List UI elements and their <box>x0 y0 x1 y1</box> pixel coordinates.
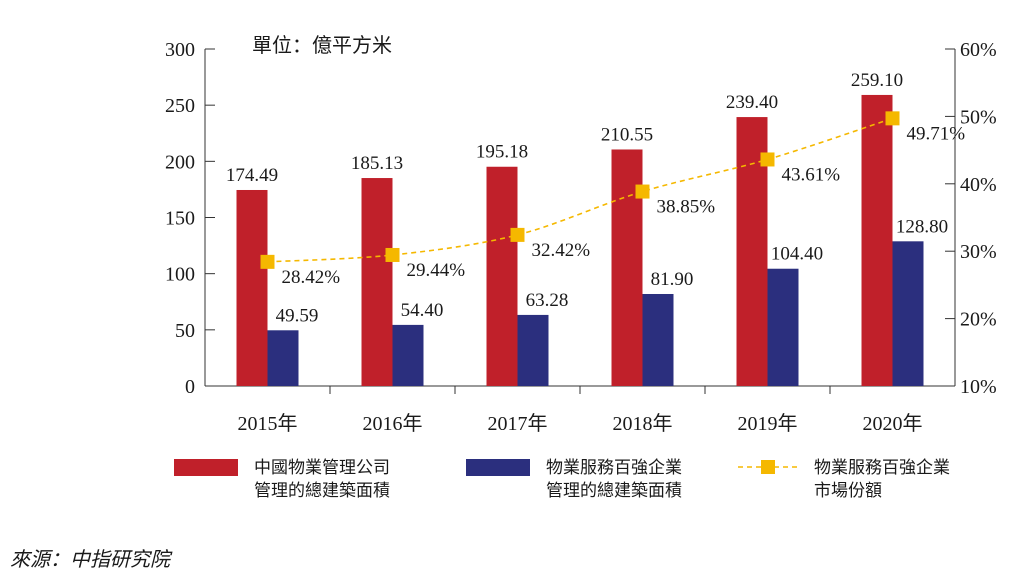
right-tick-label: 40% <box>960 174 997 196</box>
bar-top100-area <box>767 268 799 386</box>
bar-top100-area <box>892 241 924 386</box>
bar-total-area <box>486 166 518 386</box>
market-share-label: 32.42% <box>532 240 591 261</box>
market-share-point <box>385 247 400 262</box>
bar-data-label: 49.59 <box>276 305 319 326</box>
market-share-label: 29.44% <box>407 260 466 281</box>
legend-label: 市場份額 <box>814 481 882 501</box>
x-tick-label: 2019年 <box>738 412 798 435</box>
legend-label: 管理的總建築面積 <box>254 481 390 501</box>
left-tick-label: 200 <box>165 151 195 173</box>
bar-total-area <box>861 94 893 386</box>
market-share-label: 38.85% <box>657 197 716 218</box>
market-share-point <box>635 184 650 199</box>
bar-top100-area <box>517 314 549 386</box>
chart-legend: 中國物業管理公司管理的總建築面積物業服務百強企業管理的總建築面積物業服務百強企業… <box>174 458 950 501</box>
market-share-label: 28.42% <box>282 267 341 288</box>
bar-top100-area <box>642 293 674 386</box>
bar-data-label: 185.13 <box>351 153 403 174</box>
legend-label: 管理的總建築面積 <box>546 481 682 501</box>
bar-data-label: 104.40 <box>771 244 823 265</box>
legend-label: 中國物業管理公司 <box>254 458 390 478</box>
unit-label: 單位：億平方米 <box>252 33 392 57</box>
bar-data-label: 54.40 <box>401 300 444 321</box>
bar-data-label: 81.90 <box>651 269 694 290</box>
right-tick-label: 60% <box>960 39 997 61</box>
bar-data-label: 239.40 <box>726 92 778 113</box>
legend-label: 物業服務百強企業 <box>546 458 682 478</box>
source-note: 來源：中指研究院 <box>10 547 170 571</box>
bar-data-label: 128.80 <box>896 216 948 237</box>
legend-swatch <box>174 459 238 476</box>
chart-bars <box>236 94 924 386</box>
x-tick-label: 2015年 <box>238 412 298 435</box>
right-tick-label: 50% <box>960 106 997 128</box>
bar-data-label: 174.49 <box>226 165 278 186</box>
market-share-point <box>760 152 775 167</box>
right-tick-label: 10% <box>960 376 997 398</box>
right-tick-label: 30% <box>960 241 997 263</box>
bar-data-label: 63.28 <box>526 290 569 311</box>
legend-swatch <box>466 459 530 476</box>
market-share-point <box>510 227 525 242</box>
chart-data-labels: 174.49 49.59 185.13 54.40 195.18 63.28 210.55 8… <box>226 70 965 326</box>
market-share-curve <box>267 117 893 263</box>
x-tick-label: 2018年 <box>613 412 673 435</box>
x-tick-label: 2020年 <box>863 412 923 435</box>
legend-marker <box>761 460 775 474</box>
bar-data-label: 210.55 <box>601 124 653 145</box>
left-tick-label: 300 <box>165 39 195 61</box>
bar-top100-area <box>392 324 424 386</box>
bar-total-area <box>236 189 268 386</box>
market-share-point <box>885 111 900 126</box>
bar-data-label: 195.18 <box>476 142 528 163</box>
legend-label: 物業服務百強企業 <box>814 458 950 478</box>
left-tick-label: 150 <box>165 208 195 230</box>
market-share-label: 43.61% <box>782 164 841 185</box>
x-tick-label: 2017年 <box>488 412 548 435</box>
bar-top100-area <box>267 330 299 386</box>
market-share-point <box>260 254 275 269</box>
left-tick-label: 250 <box>165 95 195 117</box>
market-share-label: 49.71% <box>907 123 966 144</box>
bar-total-area <box>361 178 393 386</box>
left-tick-label: 100 <box>165 264 195 286</box>
right-tick-label: 20% <box>960 309 997 331</box>
x-tick-label: 2016年 <box>363 412 423 435</box>
chart-axes: 0 50 100 150 200 250 300 10% 20% 30% 40% 50% 60% 2015… <box>165 39 997 435</box>
left-tick-label: 0 <box>185 376 195 398</box>
left-tick-label: 50 <box>175 320 195 342</box>
market-share-line <box>260 111 900 269</box>
bar-data-label: 259.10 <box>851 70 903 91</box>
